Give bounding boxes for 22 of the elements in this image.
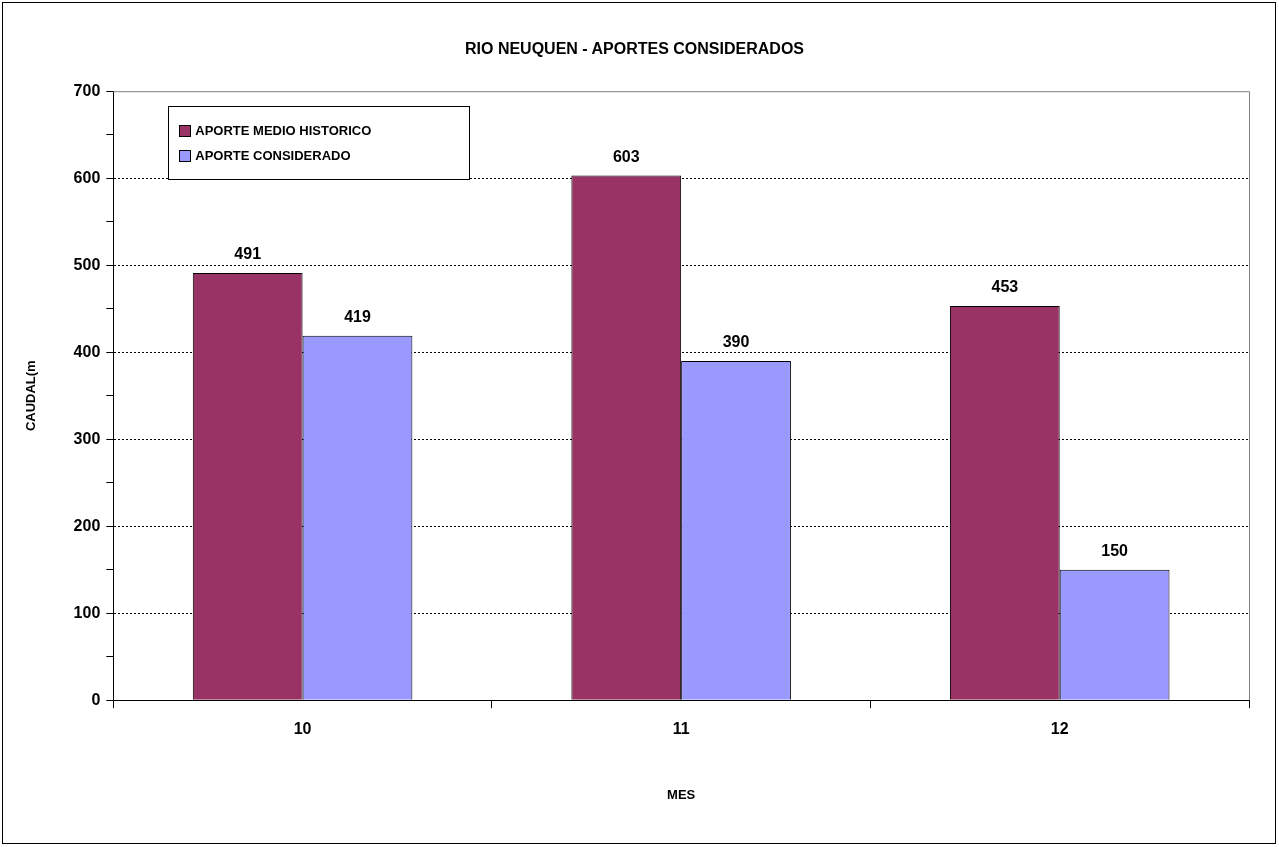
y-tick-label: 200 <box>73 516 101 534</box>
legend-label: APORTE CONSIDERADO <box>195 148 351 164</box>
y-tick-label: 100 <box>73 603 101 621</box>
y-axis-title: CAUDAL(m <box>23 360 39 432</box>
x-axis-title: MES <box>667 786 696 802</box>
data-label: 390 <box>722 333 750 351</box>
data-label: 453 <box>991 278 1019 296</box>
y-tick-label: 400 <box>73 342 101 360</box>
legend-label: APORTE MEDIO HISTORICO <box>195 123 372 139</box>
y-tick-label: 500 <box>73 255 101 273</box>
x-tick-label: 12 <box>1050 720 1069 738</box>
data-label: 150 <box>1101 542 1129 560</box>
data-label: 603 <box>612 148 640 165</box>
y-tick-label: 600 <box>73 168 101 186</box>
y-tick-label: 0 <box>91 690 101 708</box>
y-tick-label: 700 <box>73 81 101 99</box>
x-tick-label: 10 <box>293 720 312 738</box>
y-tick-label: 300 <box>73 429 101 447</box>
x-tick-label: 11 <box>672 720 690 738</box>
chart-title: RIO NEUQUEN - APORTES CONSIDERADOS <box>465 40 805 58</box>
data-label: 419 <box>344 308 371 326</box>
data-label: 491 <box>234 245 262 263</box>
